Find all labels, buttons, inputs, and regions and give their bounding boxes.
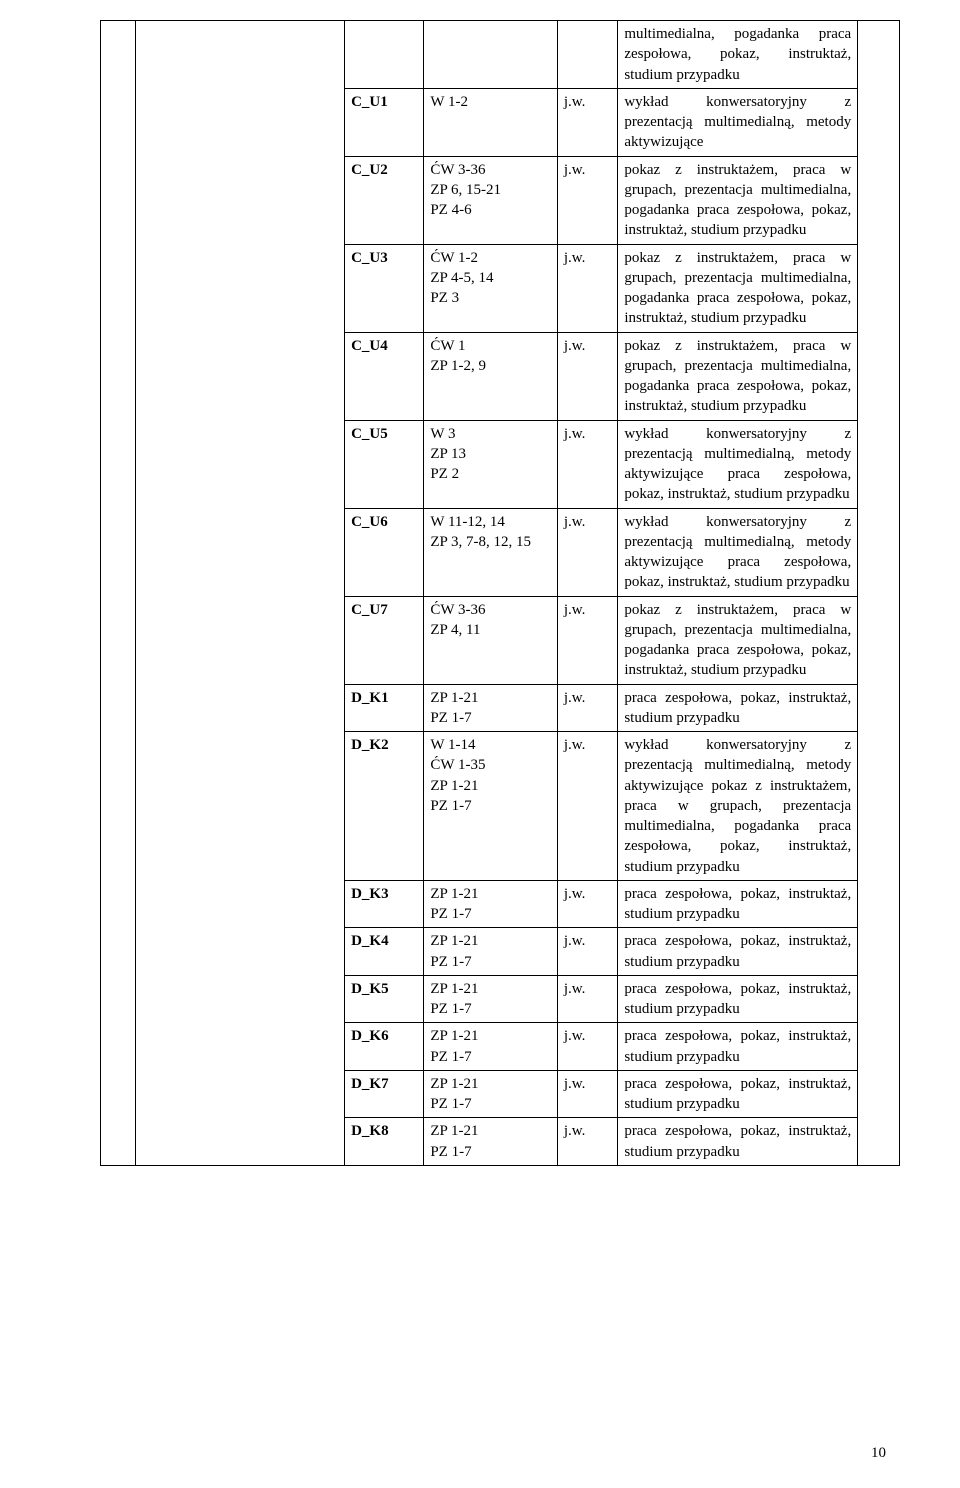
row-code: D_K7	[351, 1076, 389, 1092]
jw-cell: j.w.	[557, 1118, 617, 1166]
row-code: C_U6	[351, 514, 388, 530]
row-code: C_U4	[351, 338, 388, 354]
description-cell: praca zespołowa, pokaz, instruktaż, stud…	[618, 928, 858, 976]
description-cell: wykład konwersatoryjny z prezentacją mul…	[618, 732, 858, 881]
description-cell: pokaz z instruktażem, praca w grupach, p…	[618, 156, 858, 244]
row-code: C_U2	[351, 162, 388, 178]
description-cell: praca zespołowa, pokaz, instruktaż, stud…	[618, 1070, 858, 1118]
data-table: multimedialna, pogadanka praca zespołowa…	[100, 20, 900, 1166]
reference-cell: ZP 1-21PZ 1-7	[424, 1118, 558, 1166]
page: multimedialna, pogadanka praca zespołowa…	[0, 0, 960, 1488]
reference-cell: W 1-2	[424, 88, 558, 156]
reference-cell: ZP 1-21PZ 1-7	[424, 1070, 558, 1118]
row-code: D_K2	[351, 737, 389, 753]
reference-cell: ĆW 3-36ZP 6, 15-21PZ 4-6	[424, 156, 558, 244]
code-cell: C_U4	[345, 332, 424, 420]
jw-cell: j.w.	[557, 332, 617, 420]
leading-blank-cell	[101, 21, 136, 1166]
reference-cell: ZP 1-21PZ 1-7	[424, 684, 558, 732]
jw-cell: j.w.	[557, 1023, 617, 1071]
jw-cell: j.w.	[557, 508, 617, 596]
trailing-blank-cell	[858, 21, 900, 1166]
jw-cell: j.w.	[557, 420, 617, 508]
reference-cell: ZP 1-21PZ 1-7	[424, 928, 558, 976]
reference-cell: ZP 1-21PZ 1-7	[424, 1023, 558, 1071]
jw-cell: j.w.	[557, 244, 617, 332]
row-code: D_K4	[351, 933, 389, 949]
jw-cell: j.w.	[557, 928, 617, 976]
code-cell: C_U5	[345, 420, 424, 508]
reference-cell: W 11-12, 14ZP 3, 7-8, 12, 15	[424, 508, 558, 596]
reference-cell	[424, 21, 558, 89]
jw-cell: j.w.	[557, 156, 617, 244]
description-cell: pokaz z instruktażem, praca w grupach, p…	[618, 332, 858, 420]
code-cell: D_K6	[345, 1023, 424, 1071]
reference-cell: ZP 1-21PZ 1-7	[424, 975, 558, 1023]
description-cell: wykład konwersatoryjny z prezentacją mul…	[618, 420, 858, 508]
description-cell: praca zespołowa, pokaz, instruktaż, stud…	[618, 880, 858, 928]
jw-cell: j.w.	[557, 1070, 617, 1118]
description-cell: praca zespołowa, pokaz, instruktaż, stud…	[618, 1118, 858, 1166]
row-code: D_K8	[351, 1123, 389, 1139]
reference-cell: W 3ZP 13PZ 2	[424, 420, 558, 508]
jw-cell: j.w.	[557, 732, 617, 881]
description-cell: multimedialna, pogadanka praca zespołowa…	[618, 21, 858, 89]
page-number: 10	[871, 1445, 886, 1462]
jw-cell	[557, 21, 617, 89]
jw-cell: j.w.	[557, 684, 617, 732]
description-cell: pokaz z instruktażem, praca w grupach, p…	[618, 244, 858, 332]
code-cell: D_K2	[345, 732, 424, 881]
description-cell: praca zespołowa, pokaz, instruktaż, stud…	[618, 1023, 858, 1071]
code-cell: D_K5	[345, 975, 424, 1023]
row-code: D_K3	[351, 886, 389, 902]
reference-cell: ĆW 1ZP 1-2, 9	[424, 332, 558, 420]
row-code: C_U5	[351, 426, 388, 442]
description-cell: pokaz z instruktażem, praca w grupach, p…	[618, 596, 858, 684]
code-cell: C_U7	[345, 596, 424, 684]
blank-cell-2	[136, 21, 345, 1166]
code-cell: D_K3	[345, 880, 424, 928]
description-cell: wykład konwersatoryjny z prezentacją mul…	[618, 88, 858, 156]
row-code: C_U3	[351, 250, 388, 266]
description-cell: praca zespołowa, pokaz, instruktaż, stud…	[618, 684, 858, 732]
row-code: D_K5	[351, 981, 389, 997]
description-cell: wykład konwersatoryjny z prezentacją mul…	[618, 508, 858, 596]
code-cell: C_U3	[345, 244, 424, 332]
jw-cell: j.w.	[557, 88, 617, 156]
code-cell	[345, 21, 424, 89]
row-code: D_K6	[351, 1028, 389, 1044]
description-cell: praca zespołowa, pokaz, instruktaż, stud…	[618, 975, 858, 1023]
reference-cell: ZP 1-21PZ 1-7	[424, 880, 558, 928]
row-code: D_K1	[351, 690, 389, 706]
code-cell: D_K8	[345, 1118, 424, 1166]
jw-cell: j.w.	[557, 596, 617, 684]
row-code: C_U7	[351, 602, 388, 618]
code-cell: C_U2	[345, 156, 424, 244]
reference-cell: W 1-14ĆW 1-35ZP 1-21PZ 1-7	[424, 732, 558, 881]
code-cell: C_U1	[345, 88, 424, 156]
jw-cell: j.w.	[557, 880, 617, 928]
table-row: multimedialna, pogadanka praca zespołowa…	[101, 21, 900, 89]
reference-cell: ĆW 3-36ZP 4, 11	[424, 596, 558, 684]
code-cell: D_K4	[345, 928, 424, 976]
code-cell: C_U6	[345, 508, 424, 596]
code-cell: D_K1	[345, 684, 424, 732]
reference-cell: ĆW 1-2ZP 4-5, 14PZ 3	[424, 244, 558, 332]
jw-cell: j.w.	[557, 975, 617, 1023]
row-code: C_U1	[351, 94, 388, 110]
code-cell: D_K7	[345, 1070, 424, 1118]
